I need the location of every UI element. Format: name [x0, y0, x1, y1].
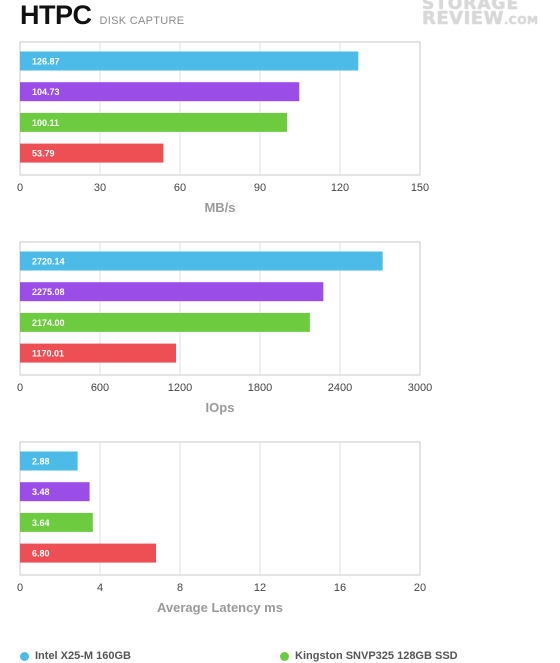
x-tick-label: 90: [254, 182, 266, 194]
bar-value-label: 2.88: [32, 457, 50, 467]
bar-value-label: 1170.01: [32, 349, 64, 359]
bar-2: [20, 482, 90, 502]
chart-2: 2720.14 2275.08 2174.00 1170.01 0 600 1200 1800…: [17, 241, 432, 415]
legend-label-2: Kingston SNVP325 128GB SSD: [295, 650, 458, 662]
watermark-line2: REVIEW.COM: [422, 8, 539, 29]
x-axis-label: Average Latency ms: [157, 600, 283, 615]
bar-4: [20, 143, 164, 163]
x-tick-label: 600: [91, 382, 109, 394]
bar-value-label: 3.48: [32, 487, 50, 497]
x-tick-label: 20: [414, 582, 426, 594]
bar-3: [20, 312, 310, 332]
x-tick-label: 120: [331, 182, 349, 194]
chart-header: HTPC DISK CAPTURE: [20, 0, 184, 34]
watermark-line1: STORAGE: [422, 0, 520, 14]
legend-label-1: Intel X25-M 160GB: [35, 650, 131, 662]
x-tick-label: 12: [254, 582, 266, 594]
legend-item-1: Intel X25-M 160GB: [20, 650, 131, 662]
bar-2: [20, 82, 300, 102]
bar-1: [20, 251, 383, 271]
legend-dot-2: [280, 651, 289, 661]
bar-value-label: 104.73: [32, 87, 60, 97]
bar-value-label: 2174.00: [32, 318, 65, 328]
chart-1: 126.87 104.73 100.11 53.79 0 30 60 90 120 150 MB/s: [17, 41, 429, 215]
bar-1: [20, 51, 359, 71]
legend-item-2: Kingston SNVP325 128GB SSD: [280, 650, 458, 662]
x-tick-label: 30: [94, 182, 106, 194]
bar-value-label: 126.87: [32, 57, 60, 67]
page-subtitle: DISK CAPTURE: [99, 15, 185, 27]
x-tick-label: 0: [17, 582, 23, 594]
x-tick-label: 0: [17, 382, 23, 394]
bar-2: [20, 282, 324, 302]
x-tick-label: 16: [334, 582, 346, 594]
legend: Intel X25-M 160GB Kingston SNVP325 128GB…: [20, 650, 560, 663]
x-axis-label: IOps: [206, 400, 235, 415]
x-tick-label: 8: [177, 582, 183, 594]
x-axis-label: MB/s: [204, 200, 235, 215]
page-title: HTPC: [20, 0, 92, 30]
x-tick-label: 60: [174, 182, 186, 194]
x-tick-label: 2400: [328, 382, 352, 394]
bar-4: [20, 343, 177, 363]
bar-3: [20, 112, 287, 132]
bar-value-label: 53.79: [32, 149, 55, 159]
bar-4: [20, 543, 156, 563]
bar-value-label: 100.11: [32, 118, 59, 128]
bar-value-label: 3.64: [32, 518, 50, 528]
x-tick-label: 1200: [168, 382, 192, 394]
x-tick-label: 150: [411, 182, 429, 194]
bar-3: [20, 512, 93, 532]
bar-value-label: 2275.08: [32, 287, 65, 297]
x-tick-label: 0: [17, 182, 23, 194]
bar-1: [20, 451, 78, 471]
bar-value-label: 2720.14: [32, 257, 65, 267]
bar-value-label: 6.80: [32, 549, 50, 559]
watermark-logo: STORAGE REVIEW.COM: [418, 0, 560, 29]
legend-dot-1: [20, 651, 29, 661]
x-tick-label: 3000: [408, 382, 432, 394]
chart-3: 2.88 3.48 3.64 6.80 0 4 8 12 16 20 Average Latency…: [17, 441, 426, 615]
x-tick-label: 4: [97, 582, 103, 594]
x-tick-label: 1800: [248, 382, 272, 394]
